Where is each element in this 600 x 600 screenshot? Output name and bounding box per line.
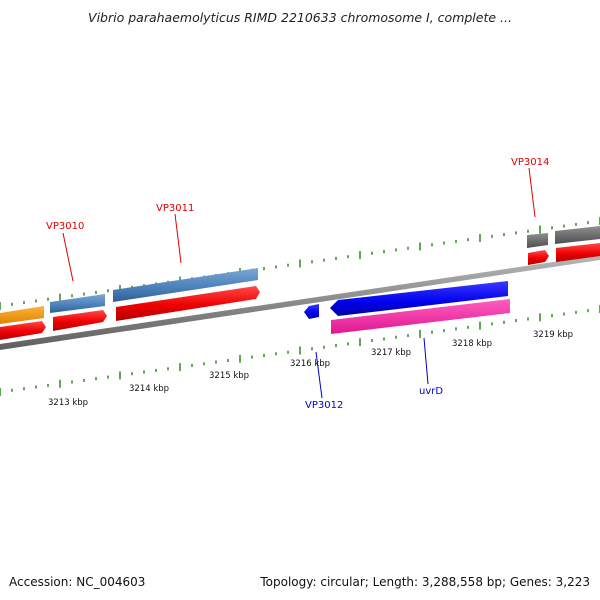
- gene-label-vp3014[interactable]: VP3014: [511, 157, 549, 168]
- forward-genes: [0, 226, 600, 340]
- map-title: Vibrio parahaemolyticus RIMD 2210633 chr…: [88, 10, 512, 25]
- gene-label-uvrd[interactable]: uvrD: [419, 386, 443, 397]
- gene-uvrd-pink[interactable]: [331, 299, 510, 334]
- leader-vp3011: [174, 213, 182, 264]
- gene-red-1[interactable]: [0, 321, 46, 340]
- gene-gray-2[interactable]: [555, 226, 600, 244]
- leader-vp3012: [315, 351, 323, 399]
- gene-label-vp3012[interactable]: VP3012: [305, 400, 343, 411]
- gene-red-2[interactable]: [53, 310, 107, 331]
- gene-gray-1[interactable]: [527, 233, 548, 248]
- genome-backbone: [0, 255, 600, 350]
- leader-vp3014: [528, 167, 536, 218]
- gene-label-vp3011[interactable]: VP3011: [156, 203, 194, 214]
- leader-vp3010: [62, 232, 74, 282]
- gene-labels: VP3010 VP3011 VP3014 VP3012 uvrD: [46, 157, 549, 411]
- summary-text: Topology: circular; Length: 3,288,558 bp…: [260, 575, 590, 589]
- gene-orange[interactable]: [0, 306, 44, 324]
- reverse-strand-ticks: [0, 305, 600, 396]
- leader-uvrd: [423, 337, 429, 385]
- gene-red-4[interactable]: [528, 250, 549, 265]
- tick-label: 3213 kbp: [48, 398, 88, 408]
- gene-red-3[interactable]: [116, 286, 260, 321]
- tick-label: 3216 kbp: [290, 359, 330, 369]
- forward-strand-ticks: [0, 217, 600, 310]
- tick-label: 3214 kbp: [129, 384, 169, 394]
- gene-vp3011[interactable]: [113, 268, 258, 302]
- accession-text: Accession: NC_004603: [9, 575, 146, 589]
- tick-label: 3215 kbp: [209, 371, 249, 381]
- gene-vp3012[interactable]: [304, 304, 319, 319]
- gene-label-vp3010[interactable]: VP3010: [46, 221, 84, 232]
- tick-label: 3218 kbp: [452, 339, 492, 349]
- tick-label: 3219 kbp: [533, 330, 573, 340]
- gene-uvrd-blue[interactable]: [330, 281, 508, 316]
- label-leaders: [62, 167, 536, 399]
- tick-labels: 3213 kbp 3214 kbp 3215 kbp 3216 kbp 3217…: [48, 330, 573, 408]
- tick-label: 3217 kbp: [371, 348, 411, 358]
- reverse-genes: [304, 281, 510, 334]
- gene-vp3010[interactable]: [50, 294, 105, 313]
- gene-red-5[interactable]: [556, 243, 600, 262]
